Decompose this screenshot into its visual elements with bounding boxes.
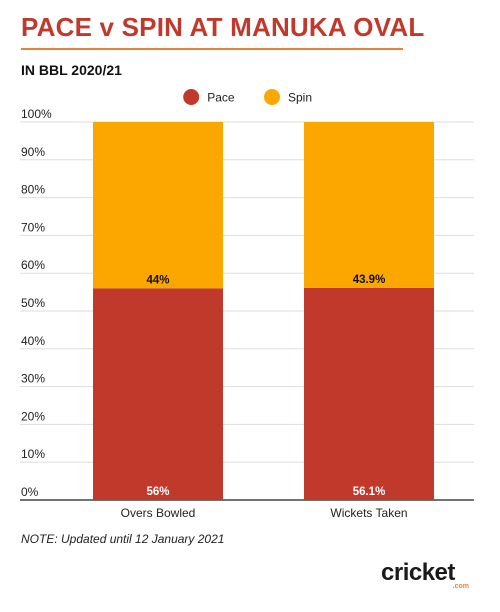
legend-label-spin: Spin	[288, 91, 312, 105]
y-tick-label: 50%	[21, 296, 45, 310]
y-tick-label: 70%	[21, 220, 45, 234]
y-tick-label: 0%	[21, 485, 39, 499]
y-tick-label: 80%	[21, 183, 45, 197]
y-tick-label: 30%	[21, 372, 45, 386]
bar-pace-2	[304, 287, 434, 500]
x-category-label: Overs Bowled	[121, 506, 196, 520]
legend-swatch-spin	[264, 89, 280, 105]
x-category-label: Wickets Taken	[330, 506, 407, 520]
y-tick-label: 10%	[21, 447, 45, 461]
y-tick-label: 60%	[21, 258, 45, 272]
footnote: NOTE: Updated until 12 January 2021	[21, 532, 225, 546]
data-label-pace: 56.1%	[353, 486, 386, 498]
legend-label-pace: Pace	[207, 91, 235, 105]
y-tick-label: 20%	[21, 409, 45, 423]
logo-suffix: .com	[452, 583, 469, 590]
bar-spin-2	[304, 122, 434, 288]
logo-wordmark: cricket	[381, 559, 455, 586]
data-label-spin: 43.9%	[353, 274, 386, 286]
chart-subtitle: IN BBL 2020/21	[21, 62, 122, 78]
title-underline	[21, 48, 403, 50]
y-tick-label: 100%	[21, 107, 52, 121]
bar-pace-1	[93, 288, 223, 500]
cricket-logo: cricket .com	[381, 561, 471, 597]
data-label-pace: 56%	[146, 486, 169, 498]
legend-swatch-pace	[183, 89, 200, 105]
chart-title: PACE v SPIN AT MANUKA OVAL	[21, 12, 425, 42]
y-tick-label: 40%	[21, 334, 45, 348]
y-tick-label: 90%	[21, 145, 45, 159]
bar-spin-1	[93, 122, 223, 289]
data-label-spin: 44%	[146, 274, 169, 286]
